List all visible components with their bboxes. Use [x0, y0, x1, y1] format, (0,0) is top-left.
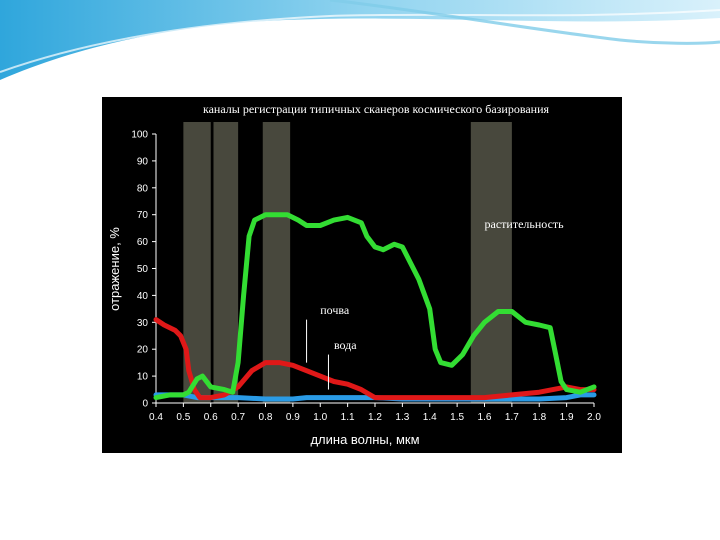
x-tick-label: 0.8 — [259, 412, 273, 423]
y-tick-label: 0 — [142, 399, 148, 410]
slide-header-decoration — [0, 0, 720, 80]
chart-panel: 0 10 20 30 40 50 60 70 80 90 100 0.4 0.5 0.6 0.7 0.8 0.… — [102, 97, 622, 453]
y-axis-label: отражение, % — [107, 227, 122, 311]
sensor-band-1 — [213, 122, 239, 403]
annotation-label: почва — [320, 303, 350, 317]
series-line-soil — [153, 317, 597, 401]
y-tick-label: 50 — [137, 264, 149, 275]
annotation-label: вода — [334, 338, 357, 352]
x-tick-label: 1.3 — [395, 412, 409, 423]
x-tick-label: 1.9 — [560, 412, 574, 423]
x-tick-label: 0.4 — [149, 412, 163, 423]
x-tick-label: 1.0 — [313, 412, 327, 423]
sensor-band-2 — [262, 122, 291, 403]
y-tick-label: 60 — [137, 237, 149, 248]
y-tick-label: 100 — [131, 130, 148, 141]
y-tick-label: 20 — [137, 345, 149, 356]
y-tick-label: 90 — [137, 156, 149, 167]
y-tick-label: 10 — [137, 372, 149, 383]
x-tick-label: 0.7 — [231, 412, 245, 423]
x-tick-label: 1.1 — [341, 412, 355, 423]
y-tick-label: 70 — [137, 210, 149, 221]
x-tick-label: 2.0 — [587, 412, 601, 423]
x-tick-label: 0.9 — [286, 412, 300, 423]
x-tick-label: 1.4 — [423, 412, 437, 423]
y-tick-label: 80 — [137, 183, 149, 194]
x-tick-label: 1.7 — [505, 412, 519, 423]
x-tick-label: 1.5 — [450, 412, 464, 423]
sensor-band-3 — [470, 122, 512, 403]
x-tick-label: 1.8 — [532, 412, 546, 423]
x-tick-label: 0.6 — [204, 412, 218, 423]
series-line-vegetation — [153, 212, 597, 401]
chart-title: каналы регистрации типичных сканеров кос… — [203, 102, 550, 116]
annotation-label: растительность — [485, 217, 565, 231]
y-tick-label: 40 — [137, 291, 149, 302]
x-axis-label: длина волны, мкм — [310, 432, 419, 447]
x-tick-label: 0.5 — [176, 412, 190, 423]
reflectance-chart: 0 10 20 30 40 50 60 70 80 90 100 0.4 0.5 0.6 0.7 0.8 0.… — [107, 102, 601, 447]
x-tick-label: 1.2 — [368, 412, 382, 423]
x-tick-label: 1.6 — [478, 412, 492, 423]
y-tick-label: 30 — [137, 318, 149, 329]
